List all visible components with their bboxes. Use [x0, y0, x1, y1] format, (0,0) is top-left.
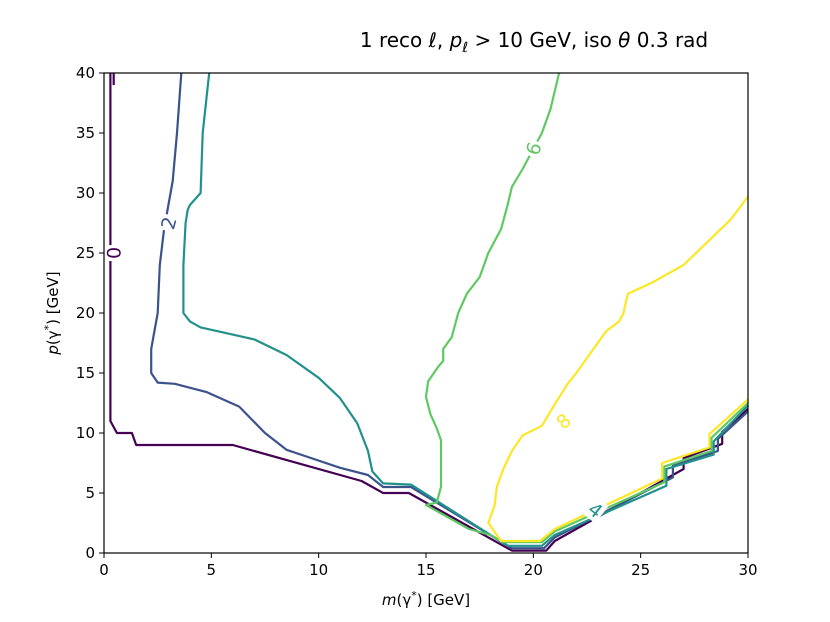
y-axis-title-open: (γ [44, 330, 62, 345]
y-tick-label: 5 [85, 484, 95, 502]
y-tick-label: 20 [76, 304, 95, 322]
x-tick-label: 10 [309, 561, 328, 579]
chart-title-suffix: 0.3 rad [630, 28, 708, 52]
y-axis-title-var: p [44, 345, 62, 356]
x-tick-label: 25 [631, 561, 650, 579]
chart-title: 1 reco ℓ, pℓ > 10 GeV, iso θ 0.3 rad [360, 28, 708, 56]
chart-title-prefix: 1 reco ℓ, [360, 28, 450, 52]
x-tick-label: 30 [738, 561, 757, 579]
y-axis-title-close: ) [GeV] [44, 271, 62, 324]
contour-line-level-8 [487, 195, 749, 543]
chart-title-sub: ℓ [461, 40, 468, 56]
contour-line-level-0 [109, 73, 749, 552]
contour-label-gap [102, 245, 125, 261]
y-tick-label: 15 [76, 364, 95, 382]
y-tick-label: 35 [76, 124, 95, 142]
x-axis-title-var: m [382, 591, 397, 609]
contour-lines [109, 72, 749, 552]
plot-frame [104, 73, 748, 553]
contour-label-0: 0 [104, 247, 126, 259]
x-axis: 0 5 10 15 20 25 30 [99, 553, 758, 579]
y-tick-label: 30 [76, 184, 95, 202]
contour-label-gap [582, 496, 609, 524]
contour-line-level-4 [182, 72, 749, 547]
chart-title-theta: θ [618, 28, 630, 52]
x-axis-title-open: (γ [396, 591, 411, 609]
contour-line-level-2 [150, 72, 749, 550]
x-axis-title-close: ) [GeV] [417, 591, 470, 609]
y-axis-title-star: * [42, 324, 55, 330]
x-tick-label: 20 [524, 561, 543, 579]
x-axis-title-star: * [411, 589, 417, 602]
contour-label-gap [155, 212, 182, 234]
x-axis-title: m(γ*) [GeV] [382, 589, 470, 609]
x-tick-label: 15 [416, 561, 435, 579]
chart-title-middle: > 10 GeV, iso [468, 28, 618, 52]
contour-line-level-6 [424, 72, 749, 544]
y-axis-title: p(γ*) [GeV] [42, 271, 62, 355]
chart-title-var: p [449, 28, 463, 52]
y-tick-label: 10 [76, 424, 95, 442]
y-tick-label: 25 [76, 244, 95, 262]
y-tick-label: 40 [76, 64, 95, 82]
x-tick-label: 5 [207, 561, 217, 579]
contour-label-2: 2 [157, 215, 181, 232]
contour-label-gap [520, 137, 547, 160]
y-tick-label: 0 [85, 544, 95, 562]
y-axis: 0 5 10 15 20 25 30 35 40 [76, 64, 104, 562]
contour-label-gap [550, 407, 577, 435]
x-tick-label: 0 [99, 561, 109, 579]
